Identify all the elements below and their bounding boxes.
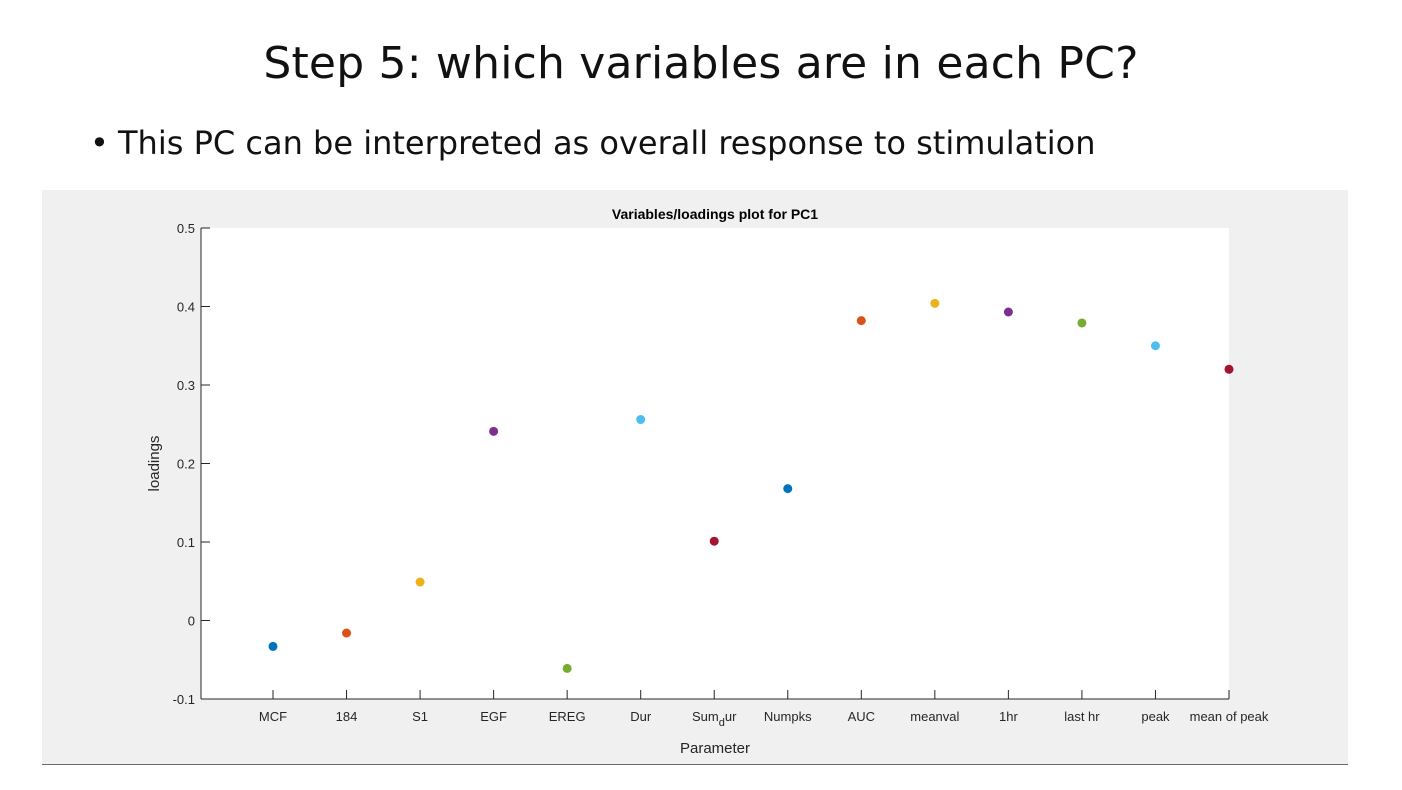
data-point	[783, 484, 793, 494]
data-point	[1150, 341, 1160, 351]
data-point	[1077, 318, 1087, 328]
data-point	[856, 316, 866, 326]
data-point	[342, 628, 352, 638]
figure-window: -0.1 0 0.1 0.2 0.3 0.4 0.5 MCF 184 S1 EGF EREG Dur Su…	[42, 190, 1348, 765]
y-tick-label: 0.3	[177, 378, 195, 393]
x-axis-label: Parameter	[680, 740, 750, 757]
x-tick-label: Numpks	[764, 709, 812, 724]
x-tick-label: mean of peak	[1190, 709, 1269, 724]
x-tick-label: AUC	[848, 709, 875, 724]
data-point	[562, 663, 572, 673]
bullet-icon: •	[90, 124, 109, 162]
x-tick-label: meanval	[910, 709, 959, 724]
y-tick-label: -0.1	[173, 692, 195, 707]
data-point	[1224, 364, 1234, 374]
x-tick-label: Dur	[630, 709, 652, 724]
data-point	[930, 298, 940, 308]
plot-area	[201, 228, 1229, 699]
x-tick-label: 1hr	[999, 709, 1018, 724]
data-point	[636, 415, 646, 425]
bullet-point: • This PC can be interpreted as overall r…	[90, 124, 1095, 162]
y-tick-label: 0.2	[177, 457, 195, 472]
x-tick-label: peak	[1141, 709, 1170, 724]
slide-title: Step 5: which variables are in each PC?	[263, 38, 1139, 89]
x-tick-label: MCF	[259, 709, 287, 724]
chart-title: Variables/loadings plot for PC1	[612, 206, 818, 222]
y-tick-label: 0.1	[177, 535, 195, 550]
y-axis-label: loadings	[146, 436, 163, 492]
data-point	[268, 641, 278, 651]
x-tick-label: 184	[336, 709, 358, 724]
y-tick-label: 0.5	[177, 221, 195, 236]
y-tick-label: 0	[188, 614, 195, 629]
loadings-scatter-chart: -0.1 0 0.1 0.2 0.3 0.4 0.5 MCF 184 S1 EGF EREG Dur Su…	[146, 206, 1269, 757]
data-point	[1003, 307, 1013, 317]
data-point	[489, 426, 499, 436]
x-tick-label: EGF	[480, 709, 507, 724]
x-tick-label: Sumdur	[692, 709, 737, 729]
data-point	[415, 577, 425, 587]
y-tick-label: 0.4	[177, 300, 195, 315]
bullet-text: This PC can be interpreted as overall re…	[118, 124, 1096, 162]
x-tick-label: EREG	[549, 709, 586, 724]
data-point	[709, 536, 719, 546]
x-tick-label: S1	[412, 709, 428, 724]
x-tick-label: last hr	[1064, 709, 1100, 724]
